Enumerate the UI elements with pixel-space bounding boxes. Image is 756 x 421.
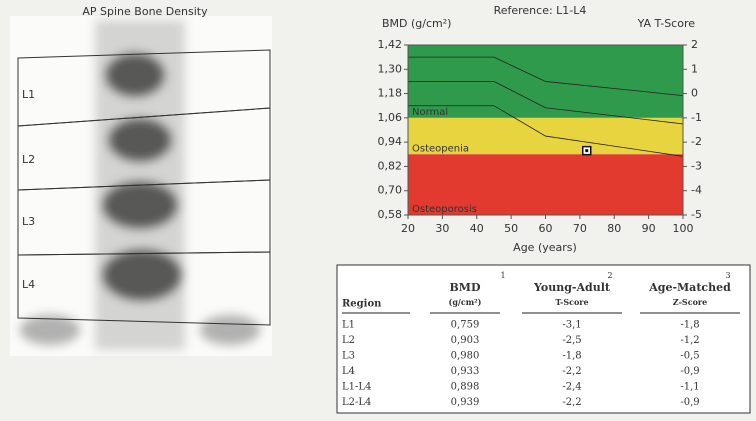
x-tick-label: 90 [642, 222, 656, 235]
vertebra-label: L1 [22, 88, 35, 101]
y-tick-label: 0,94 [378, 135, 403, 148]
report: AP Spine Bone Density L1 L2 L3 L4 Refere… [0, 0, 756, 421]
table-cell: 0,933 [451, 366, 480, 377]
plot: Normal Osteopenia Osteoporosis 1,42 1,30 1,18… [378, 38, 702, 235]
table-cell: L2-L4 [342, 397, 371, 408]
table-cell: 0,898 [451, 382, 480, 393]
header-unit: (g/cm²) [449, 297, 482, 307]
x-tick-label: 80 [607, 222, 621, 235]
y2-tick-label: 0 [691, 87, 698, 100]
header-cell: BMD [449, 281, 480, 294]
y-tick-label: 1,06 [378, 111, 403, 124]
chart-title: Reference: L1-L4 [494, 4, 587, 17]
header-cell: Region [342, 299, 382, 310]
table-cell: -0,9 [680, 366, 699, 377]
y2-tick-label: -4 [691, 184, 702, 197]
y-tick-label: 1,30 [378, 62, 403, 75]
header-footnote: 3 [725, 271, 730, 280]
vertebra-label: L2 [22, 153, 35, 166]
table-cell: 0,759 [451, 320, 480, 331]
table-cell: L1-L4 [342, 382, 371, 393]
table-cell: 0,903 [451, 335, 480, 346]
table-cell: L1 [342, 320, 355, 331]
table-cell: -1,8 [680, 320, 699, 331]
table-cell: -1,8 [562, 351, 581, 362]
band-label: Normal [412, 107, 448, 118]
page: AP Spine Bone Density L1 L2 L3 L4 Refere… [0, 0, 756, 421]
vertebra-label: L4 [22, 278, 35, 291]
band-label: Osteoporosis [412, 204, 477, 215]
header-footnote: 2 [607, 271, 612, 280]
table-cell: -2,5 [562, 335, 581, 346]
band-label: Osteopenia [412, 143, 469, 154]
y2-tick-label: 1 [691, 62, 698, 75]
y2-tick-label: -5 [691, 208, 702, 221]
y-tick-label: 1,18 [378, 87, 403, 100]
scan-title: AP Spine Bone Density [82, 5, 208, 18]
table-cell: -0,9 [680, 397, 699, 408]
x-tick-label: 40 [470, 222, 484, 235]
table-cell: L2 [342, 335, 355, 346]
x-tick-label: 100 [673, 222, 694, 235]
header-cell: Young-Adult [533, 281, 611, 294]
header-cell: Age-Matched [648, 281, 731, 294]
x-tick-label: 30 [435, 222, 449, 235]
y-tick-label: 1,42 [378, 38, 403, 51]
header-unit: T-Score [555, 297, 588, 307]
x-axis-label: Age (years) [513, 241, 577, 254]
x-tick-label: 60 [539, 222, 553, 235]
y-axis-label: BMD (g/cm²) [382, 17, 451, 30]
y2-tick-label: -1 [691, 111, 702, 124]
table-cell: -2,4 [562, 382, 581, 393]
y2-axis-label: YA T-Score [637, 17, 696, 30]
y-tick-label: 0,82 [378, 159, 403, 172]
table-cell: -2,2 [562, 366, 581, 377]
table-cell: -0,5 [680, 351, 699, 362]
header-footnote: 1 [500, 271, 505, 280]
y2-tick-label: -2 [691, 135, 702, 148]
y-tick-label: 0,70 [378, 184, 403, 197]
table-cell: 0,980 [451, 351, 480, 362]
table-cell: -1,2 [680, 335, 699, 346]
table-cell: 0,939 [451, 397, 480, 408]
vertebra-label: L3 [22, 215, 35, 228]
y2-tick-label: -3 [691, 159, 702, 172]
y-tick-label: 0,58 [378, 208, 403, 221]
x-tick-label: 20 [401, 222, 415, 235]
y2-tick-label: 2 [691, 38, 698, 51]
table-cell: -2,2 [562, 397, 581, 408]
table-cell: -1,1 [680, 382, 699, 393]
x-tick-label: 50 [504, 222, 518, 235]
patient-point-core [585, 149, 588, 152]
table-cell: L3 [342, 351, 355, 362]
x-tick-label: 70 [573, 222, 587, 235]
table-cell: L4 [342, 366, 355, 377]
table-cell: -3,1 [562, 320, 581, 331]
header-unit: Z-Score [673, 297, 707, 307]
